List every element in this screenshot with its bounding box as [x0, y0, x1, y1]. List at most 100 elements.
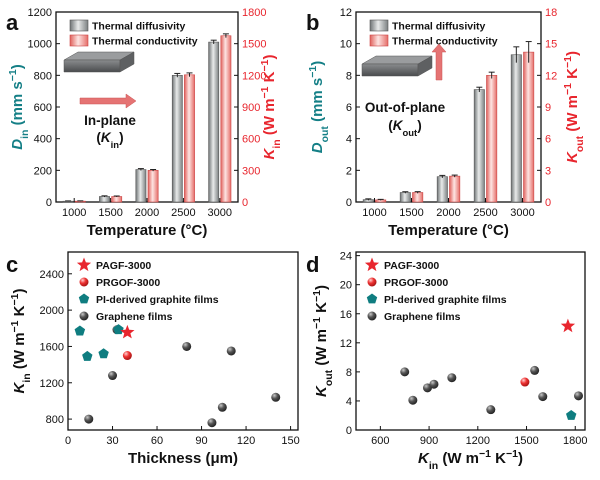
y-tick-label: 24 [340, 251, 352, 263]
y-left-tick-label: 6 [346, 102, 352, 114]
panel-a: 0 200 400 600 800 1000 1200 0 300 600 900 1200 1500 1… [7, 7, 283, 239]
y-left-tick-label: 12 [340, 7, 352, 19]
y-left-axis-label: Dout (mm s−1) [307, 61, 331, 154]
y-left-tick-label: 4 [346, 134, 352, 146]
bar-thermal-diffusivity [208, 41, 220, 203]
y-right-tick-label: 0 [545, 197, 551, 209]
y-right-tick-label: 300 [242, 165, 260, 177]
marker-graphene-sphere [530, 365, 540, 375]
bar-thermal-diffusivity [510, 54, 522, 203]
marker-prgof-circle [122, 351, 132, 361]
marker-graphene-sphere [217, 402, 227, 412]
legend-label: PI-derived graphite films [384, 294, 507, 306]
y-axis-label: Kin (W m−1 K−1) [9, 289, 33, 394]
marker-pi-pentagon [82, 350, 93, 361]
plot-frame [67, 251, 299, 431]
y-right-axis-label: Kout (W m−1 K−1) [562, 51, 586, 163]
legend-label: PAGF-3000 [96, 260, 151, 272]
x-tick-label: 0 [65, 435, 71, 447]
y-left-tick-label: 8 [346, 70, 352, 82]
inset-label: In-plane [84, 113, 136, 128]
bar-thermal-diffusivity [399, 192, 411, 203]
legend-swatch-diffusivity [369, 19, 389, 32]
inset-label-k: (Kin) [96, 130, 123, 151]
x-tick-label: 900 [420, 435, 438, 447]
y-left-tick-label: 800 [34, 70, 52, 82]
y-tick-label: 1200 [40, 378, 64, 390]
bar-thermal-conductivity [147, 170, 159, 203]
y-axis-label: Kout (W m−1 K−1) [311, 285, 335, 397]
y-right-tick-label: 600 [242, 134, 260, 146]
bar-thermal-diffusivity [135, 169, 147, 203]
x-tick-label: 2000 [436, 207, 460, 219]
bar-thermal-diffusivity [99, 196, 110, 203]
x-tick-label: 1200 [466, 435, 490, 447]
y-right-tick-label: 3 [545, 165, 551, 177]
bar-thermal-conductivity [523, 51, 535, 203]
y-right-tick-label: 900 [242, 102, 260, 114]
y-tick-label: 4 [346, 396, 352, 408]
legend-swatch-conductivity [369, 34, 389, 47]
marker-graphene-sphere [182, 341, 192, 351]
marker-pi-pentagon [98, 348, 109, 359]
y-right-tick-label: 0 [242, 197, 248, 209]
y-right-tick-label: 1200 [242, 70, 266, 82]
marker-graphene-sphere [574, 391, 584, 401]
x-tick-label: 1000 [62, 207, 86, 219]
legend-label-conductivity: Thermal conductivity [392, 36, 498, 48]
marker-graphene-sphere [538, 392, 548, 402]
marker-pi-pentagon [366, 293, 378, 304]
legend-label: PRGOF-3000 [96, 277, 160, 289]
x-tick-label: 60 [151, 435, 163, 447]
marker-pagf-star [560, 318, 576, 333]
y-tick-label: 0 [346, 425, 352, 437]
bar-thermal-diffusivity [171, 75, 183, 203]
inset-label-k: (Kout) [388, 118, 421, 139]
y-left-tick-label: 1000 [28, 39, 52, 51]
x-tick-label: 2000 [135, 207, 159, 219]
legend-label: Graphene films [384, 311, 461, 323]
x-tick-label: 1800 [563, 435, 587, 447]
marker-graphene-sphere [84, 414, 94, 424]
marker-graphene-sphere [400, 367, 410, 377]
y-tick-label: 12 [340, 338, 352, 350]
y-right-tick-label: 6 [545, 134, 551, 146]
y-left-tick-label: 0 [346, 197, 352, 209]
marker-graphene-sphere [408, 395, 418, 405]
marker-prgof-circle [79, 277, 89, 287]
marker-pi-pentagon [566, 410, 577, 420]
marker-prgof-circle [520, 377, 530, 387]
marker-graphene-sphere [486, 405, 496, 415]
y-tick-label: 1600 [40, 341, 64, 353]
x-tick-label: 1500 [98, 207, 122, 219]
y-right-tick-label: 12 [545, 70, 557, 82]
panel-label-c: c [6, 252, 18, 277]
x-tick-label: 120 [237, 435, 255, 447]
legend-swatch-conductivity [69, 34, 89, 47]
legend-label-conductivity: Thermal conductivity [92, 36, 198, 48]
x-tick-label: 600 [371, 435, 389, 447]
bar-thermal-conductivity [412, 192, 424, 203]
panel-label-b: b [306, 10, 319, 35]
marker-pagf-star [364, 257, 380, 272]
y-left-tick-label: 2 [346, 165, 352, 177]
y-tick-label: 16 [340, 309, 352, 321]
legend-label: PAGF-3000 [384, 260, 439, 272]
y-right-tick-label: 1800 [242, 7, 266, 19]
y-tick-label: 2400 [40, 269, 64, 281]
marker-graphene-sphere [271, 392, 281, 402]
x-tick-label: 90 [195, 435, 207, 447]
y-tick-label: 800 [46, 414, 64, 426]
legend-label-diffusivity: Thermal diffusivity [392, 21, 486, 33]
legend-label: Graphene films [96, 311, 173, 323]
y-right-tick-label: 15 [545, 39, 557, 51]
marker-prgof-circle [367, 277, 377, 287]
y-left-tick-label: 0 [46, 197, 52, 209]
marker-pi-pentagon [78, 293, 90, 304]
y-left-tick-label: 10 [340, 39, 352, 51]
y-left-tick-label: 600 [34, 102, 52, 114]
panel-c: 0 30 60 90 120 150 800 1200 1600 2000 2400 PAGF-300… [9, 251, 300, 467]
x-axis-label: Temperature (°C) [388, 222, 509, 239]
